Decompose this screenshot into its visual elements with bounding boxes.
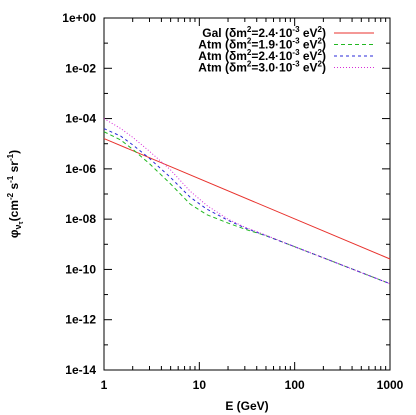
legend-entry-4: Atm (δm2=3.0·10-3 eV2): [198, 60, 374, 75]
series-line-2: [103, 131, 391, 285]
x-tick-label: 1000: [377, 378, 404, 392]
series-lines: [103, 118, 391, 285]
series-line-4: [103, 118, 391, 285]
y-axis-label: φντ(cm-2 s-1 sr-1): [6, 150, 25, 238]
y-tick-label: 1e-12: [65, 313, 96, 327]
legend-label: Atm (δm2=2.4·10-3 eV2): [198, 48, 326, 63]
series-line-1: [103, 138, 391, 260]
legend-entry-1: Gal (δm2=2.4·10-3 eV2): [202, 25, 374, 40]
y-tick-label: 1e-06: [65, 162, 96, 176]
y-tick-label: 1e-08: [65, 212, 96, 226]
x-tick-label: 1: [101, 378, 108, 392]
legend-entry-3: Atm (δm2=2.4·10-3 eV2): [198, 48, 374, 63]
legend-entry-2: Atm (δm2=1.9·10-3 eV2): [198, 37, 374, 52]
y-tick-label: 1e-14: [65, 363, 96, 377]
plot-frame: [103, 17, 391, 371]
x-tick-label: 100: [285, 378, 305, 392]
legend-label: Atm (δm2=1.9·10-3 eV2): [198, 37, 326, 52]
legend-label: Gal (δm2=2.4·10-3 eV2): [202, 25, 326, 40]
y-tick-label: 1e-02: [65, 61, 96, 75]
x-axis-label: E (GeV): [225, 399, 268, 413]
y-tick-label: 1e-10: [65, 262, 96, 276]
y-tick-label: 1e+00: [62, 11, 96, 25]
y-tick-label: 1e-04: [65, 112, 96, 126]
series-line-3: [103, 128, 391, 285]
legend: Gal (δm2=2.4·10-3 eV2)Atm (δm2=1.9·10-3 …: [198, 25, 374, 75]
x-tick-label: 10: [193, 378, 207, 392]
legend-label: Atm (δm2=3.0·10-3 eV2): [198, 60, 326, 75]
ticks: 1 10 100 1000 1e+00 1e-02 1e-04 1e-06 1e-08 1e-10…: [62, 11, 403, 392]
